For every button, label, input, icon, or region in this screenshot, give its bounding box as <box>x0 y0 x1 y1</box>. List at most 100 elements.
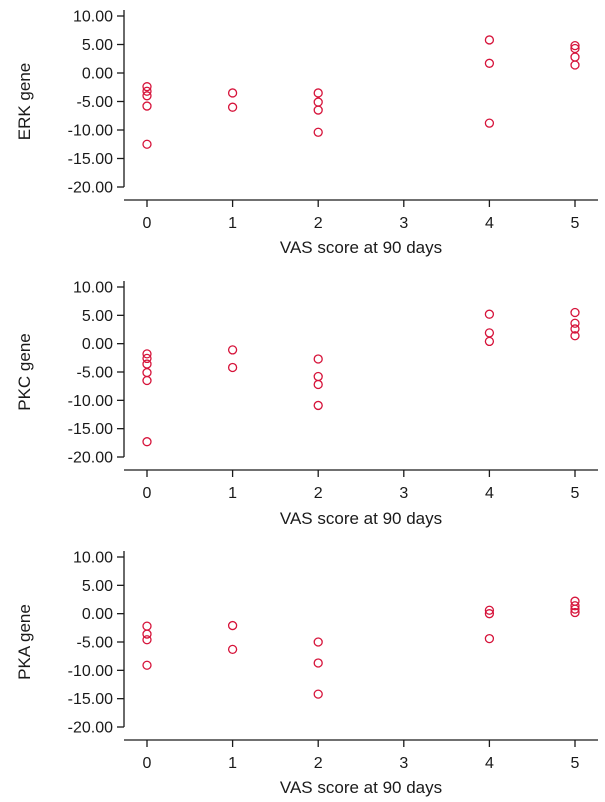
x-axis-label: VAS score at 90 days <box>280 778 442 797</box>
data-point <box>142 359 152 369</box>
y-tick-label: 5.00 <box>82 308 113 325</box>
data-point <box>142 375 152 386</box>
y-tick-label: -20.00 <box>68 720 113 737</box>
y-axis-label: PKC gene <box>15 333 34 411</box>
data-point <box>142 367 152 378</box>
data-point <box>484 633 495 644</box>
x-tick-label: 3 <box>399 485 408 502</box>
data-point <box>227 102 238 112</box>
data-point <box>570 307 580 318</box>
x-tick-label: 4 <box>485 485 494 502</box>
y-tick-label: -15.00 <box>68 151 113 168</box>
x-tick-label: 4 <box>485 215 494 232</box>
data-point <box>484 309 495 319</box>
data-point <box>142 91 152 101</box>
data-point <box>227 345 238 355</box>
y-tick-label: 0.00 <box>82 336 113 353</box>
data-point <box>570 331 580 341</box>
data-point <box>142 82 152 92</box>
data-point <box>484 336 495 347</box>
data-point <box>484 609 495 619</box>
data-point <box>227 620 238 631</box>
data-point <box>313 400 323 411</box>
data-point <box>484 35 495 45</box>
chart-panel-2: 10.00 5.00 0.00 -5.00 -10.00 -15.00 -20.00 0 1 2 3… <box>15 280 598 528</box>
y-tick-label: 10.00 <box>73 280 113 297</box>
x-tick-label: 0 <box>143 215 152 232</box>
data-point <box>570 40 580 51</box>
data-point <box>570 601 580 611</box>
y-tick-label: -5.00 <box>77 94 114 111</box>
data-point <box>484 328 495 338</box>
chart-panel-3: 10.00 5.00 0.00 -5.00 -10.00 -15.00 -20.00 0 1 2 3… <box>15 550 598 797</box>
data-point <box>484 118 495 128</box>
data-point <box>313 97 323 107</box>
data-point <box>142 629 152 639</box>
x-tick-label: 1 <box>228 485 237 502</box>
y-tick-label: -15.00 <box>68 421 113 438</box>
x-tick-label: 3 <box>399 755 408 772</box>
data-point <box>313 371 323 382</box>
data-point <box>142 635 152 645</box>
data-point <box>142 353 152 364</box>
y-axis-label: ERK gene <box>15 63 34 141</box>
data-point <box>142 139 152 149</box>
y-tick-label: 0.00 <box>82 66 113 83</box>
data-point <box>484 605 495 615</box>
data-point <box>570 318 580 328</box>
y-tick-label: 10.00 <box>73 550 113 567</box>
data-point <box>142 101 152 111</box>
data-point <box>570 52 580 62</box>
x-axis-label: VAS score at 90 days <box>280 238 442 257</box>
data-point <box>570 60 580 70</box>
x-tick-label: 5 <box>571 485 580 502</box>
data-point <box>313 658 323 668</box>
y-tick-label: 5.00 <box>82 578 113 595</box>
y-tick-label: 0.00 <box>82 606 113 623</box>
data-point <box>227 88 238 98</box>
data-point <box>313 88 323 98</box>
data-point <box>570 604 580 614</box>
data-point <box>313 637 323 647</box>
x-tick-label: 4 <box>485 755 494 772</box>
data-point <box>313 379 323 390</box>
data-point <box>570 324 580 334</box>
data-point <box>570 607 580 618</box>
y-tick-label: -15.00 <box>68 691 113 708</box>
y-tick-label: -20.00 <box>68 450 113 467</box>
data-point <box>227 362 238 373</box>
x-tick-label: 2 <box>314 215 323 232</box>
data-point <box>142 349 152 359</box>
y-tick-label: 5.00 <box>82 37 113 54</box>
x-tick-label: 5 <box>571 215 580 232</box>
y-tick-label: -20.00 <box>68 180 113 197</box>
data-point <box>313 105 323 115</box>
x-tick-label: 2 <box>314 755 323 772</box>
y-tick-label: -10.00 <box>68 123 113 140</box>
chart-panel-1: 10.00 5.00 0.00 -5.00 -10.00 -15.00 -20.00 0 1 2 3… <box>15 9 598 257</box>
data-point <box>142 621 152 631</box>
data-point <box>142 660 152 670</box>
data-point <box>227 644 238 655</box>
y-tick-label: -5.00 <box>77 635 114 652</box>
x-tick-label: 0 <box>143 485 152 502</box>
x-tick-label: 5 <box>571 755 580 772</box>
y-tick-label: 10.00 <box>73 9 113 26</box>
x-tick-label: 1 <box>228 215 237 232</box>
x-axis-label: VAS score at 90 days <box>280 509 442 528</box>
y-tick-label: -10.00 <box>68 663 113 680</box>
x-tick-label: 0 <box>143 755 152 772</box>
data-point <box>313 354 323 364</box>
data-point <box>313 689 323 699</box>
y-tick-label: -5.00 <box>77 365 114 382</box>
x-tick-label: 2 <box>314 485 323 502</box>
data-point <box>484 58 495 68</box>
data-point <box>313 127 323 137</box>
data-point <box>142 437 152 447</box>
data-point <box>142 86 152 96</box>
y-axis-label: PKA gene <box>15 604 34 680</box>
x-tick-label: 1 <box>228 755 237 772</box>
x-tick-label: 3 <box>399 215 408 232</box>
y-tick-label: -10.00 <box>68 393 113 410</box>
